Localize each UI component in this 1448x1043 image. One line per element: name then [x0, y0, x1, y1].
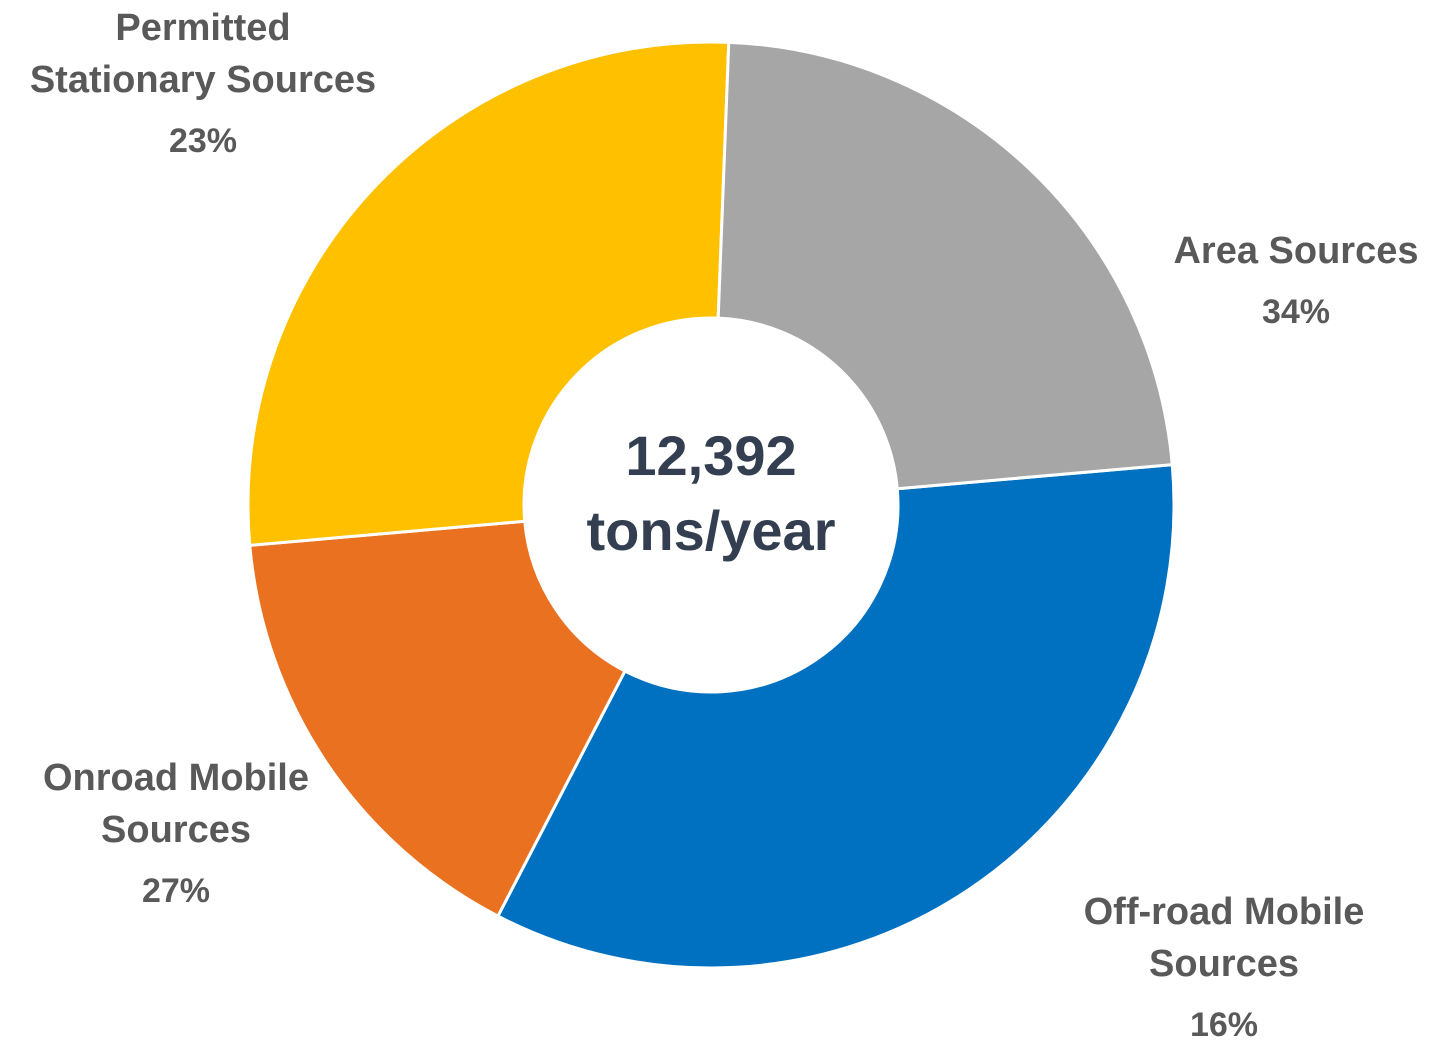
slice-label: Area Sources	[1173, 230, 1418, 272]
slice-percent-label: 16%	[1190, 1006, 1258, 1038]
slice-label: Sources	[101, 809, 251, 851]
slice-labels-layer: Area Sources 34% Off-road Mobile Sources 16%…	[30, 7, 1419, 1043]
center-label-group: 12,392 tons/year	[587, 424, 836, 562]
slices-layer	[246, 40, 1176, 970]
slice-percent-label: 23%	[169, 122, 237, 160]
slice-percent-label: 27%	[142, 872, 210, 910]
center-total-unit: tons/year	[587, 499, 836, 562]
donut-slice	[495, 463, 1176, 970]
slice-label: Stationary Sources	[30, 59, 376, 101]
center-total-value: 12,392	[625, 424, 796, 487]
slice-label: Permitted	[115, 7, 290, 49]
slice-label: Off-road Mobile	[1084, 891, 1365, 933]
donut-slice	[716, 40, 1174, 491]
donut-slice	[248, 519, 627, 919]
donut-slice	[246, 40, 731, 547]
slice-label: Sources	[1149, 943, 1299, 985]
slice-percent-label: 34%	[1262, 293, 1330, 331]
slice-label: Onroad Mobile	[43, 757, 309, 799]
